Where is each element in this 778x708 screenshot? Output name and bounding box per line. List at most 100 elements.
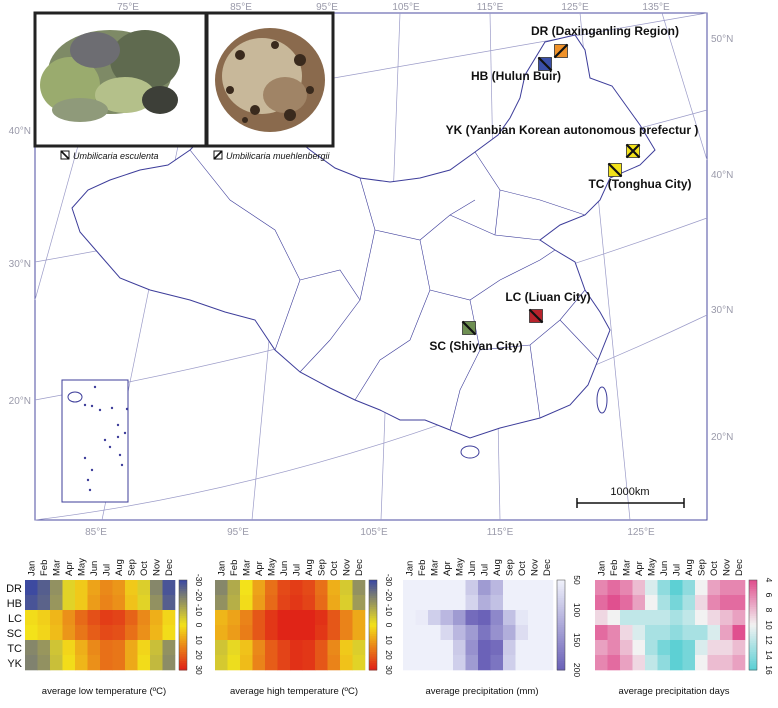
- colorbar-tick-label: -20: [384, 589, 394, 602]
- colorbar-step: [179, 652, 187, 655]
- colorbar-step: [369, 580, 377, 583]
- colorbar-step: [179, 663, 187, 666]
- heatmap-column-label: Jul: [291, 564, 302, 576]
- colorbar-step: [179, 598, 187, 601]
- heatmap-cell: [607, 625, 621, 641]
- heatmap-cell: [465, 595, 479, 611]
- colorbar-step: [557, 654, 565, 657]
- colorbar-step: [369, 634, 377, 637]
- heatmap-cell: [290, 625, 303, 641]
- colorbar-step: [557, 600, 565, 603]
- latitude-label: 40°N: [711, 170, 733, 181]
- colorbar-step: [369, 589, 377, 592]
- colorbar-step: [369, 631, 377, 635]
- colorbar-step: [557, 627, 565, 630]
- heatmap-column-label: Feb: [609, 560, 620, 576]
- heatmap-cell: [137, 625, 151, 641]
- colorbar-step: [369, 647, 377, 651]
- heatmap-cell: [632, 610, 646, 626]
- site-label: TC (Tonghua City): [588, 177, 691, 191]
- colorbar-step: [749, 618, 757, 621]
- heatmap-cell: [87, 655, 101, 671]
- colorbar-frame: [748, 579, 758, 671]
- sampling-sites: DR (Daxinganling Region) HB (Hulun Buir) Y…: [429, 24, 698, 353]
- heatmap-cell: [515, 580, 529, 596]
- colorbar-step: [557, 649, 565, 653]
- heatmap-cell: [657, 610, 671, 626]
- heatmap-cell: [428, 625, 441, 641]
- longitude-labels-top: 75°E 85°E 95°E 105°E 115°E 125°E 135°E: [117, 2, 670, 13]
- heatmap-cell: [327, 610, 341, 626]
- heatmap-column-label: May: [266, 558, 277, 576]
- heatmap-cell: [75, 595, 88, 611]
- heatmap-cell: [503, 625, 516, 641]
- heatmap-cell: [327, 595, 341, 611]
- colorbar-tick-label: -10: [194, 604, 204, 617]
- colorbar-step: [749, 656, 757, 660]
- colorbar-step: [179, 584, 187, 588]
- colorbar-step: [557, 618, 565, 621]
- heatmap-cell: [75, 580, 88, 596]
- colorbar-step: [557, 589, 565, 592]
- heatmap-column-label: Feb: [39, 560, 50, 576]
- site-sc: SC (Shiyan City): [429, 320, 523, 353]
- heatmap-cell: [515, 625, 529, 641]
- colorbar-step: [749, 598, 757, 601]
- meridian-135e: [661, 12, 708, 161]
- heatmap-cell: [340, 655, 353, 671]
- colorbar-step: [557, 580, 565, 583]
- heatmap-cell: [670, 580, 683, 596]
- colorbar-step: [179, 593, 187, 597]
- heatmap-cell: [465, 610, 479, 626]
- heatmap-cell: [415, 610, 429, 626]
- heatmap-cell: [707, 610, 721, 626]
- heatmap-cell: [540, 610, 554, 626]
- heatmap-cell: [265, 610, 278, 626]
- colorbar-step: [557, 595, 565, 599]
- heatmap-column-label: Nov: [341, 559, 352, 576]
- heatmap-row-label: LC: [8, 613, 22, 625]
- heatmap-cell: [150, 580, 163, 596]
- heatmap-column-label: Apr: [64, 561, 75, 576]
- site-dr: DR (Daxinganling Region): [531, 24, 679, 59]
- heatmap-cell: [352, 610, 366, 626]
- colorbar-step: [749, 611, 757, 615]
- heatmap-column-label: Apr: [634, 561, 645, 576]
- colorbar-step: [179, 604, 187, 608]
- colorbar-step: [369, 656, 377, 660]
- colorbar-step: [179, 591, 187, 594]
- heatmap-cell: [595, 655, 608, 671]
- heatmap-cell: [352, 655, 366, 671]
- heatmap-cell: [528, 640, 541, 656]
- heatmap-cell: [607, 655, 621, 671]
- backslash-square-icon: [60, 150, 70, 160]
- colorbar-step: [179, 665, 187, 669]
- heatmap-cell: [252, 595, 266, 611]
- colorbar-step: [749, 640, 757, 644]
- heatmap-cell: [125, 610, 138, 626]
- heatmap-cell: [75, 655, 88, 671]
- heatmap-row-label: TC: [7, 643, 22, 655]
- heatmap-cell: [478, 625, 491, 641]
- heatmap-cell: [25, 640, 38, 656]
- latitude-label: 20°N: [9, 396, 31, 407]
- colorbar-step: [369, 609, 377, 612]
- colorbar-step: [557, 645, 565, 648]
- colorbar-step: [179, 616, 187, 619]
- heatmap-cell: [87, 625, 101, 641]
- heatmap-cell: [50, 655, 63, 671]
- heatmap-cell: [125, 625, 138, 641]
- colorbar-step: [557, 616, 565, 619]
- latitude-label: 20°N: [711, 432, 733, 443]
- colorbar-step: [179, 580, 187, 583]
- heatmap-cell: [112, 655, 126, 671]
- heatmap-cell: [503, 655, 516, 671]
- colorbar-step: [557, 582, 565, 585]
- heatmap-cell: [75, 610, 88, 626]
- colorbar-step: [179, 643, 187, 646]
- heatmap-cell: [252, 640, 266, 656]
- heatmap-cell: [440, 580, 454, 596]
- heatmap-cell: [240, 625, 253, 641]
- colorbar-step: [749, 600, 757, 603]
- colorbar-tick-label: 20: [384, 650, 394, 660]
